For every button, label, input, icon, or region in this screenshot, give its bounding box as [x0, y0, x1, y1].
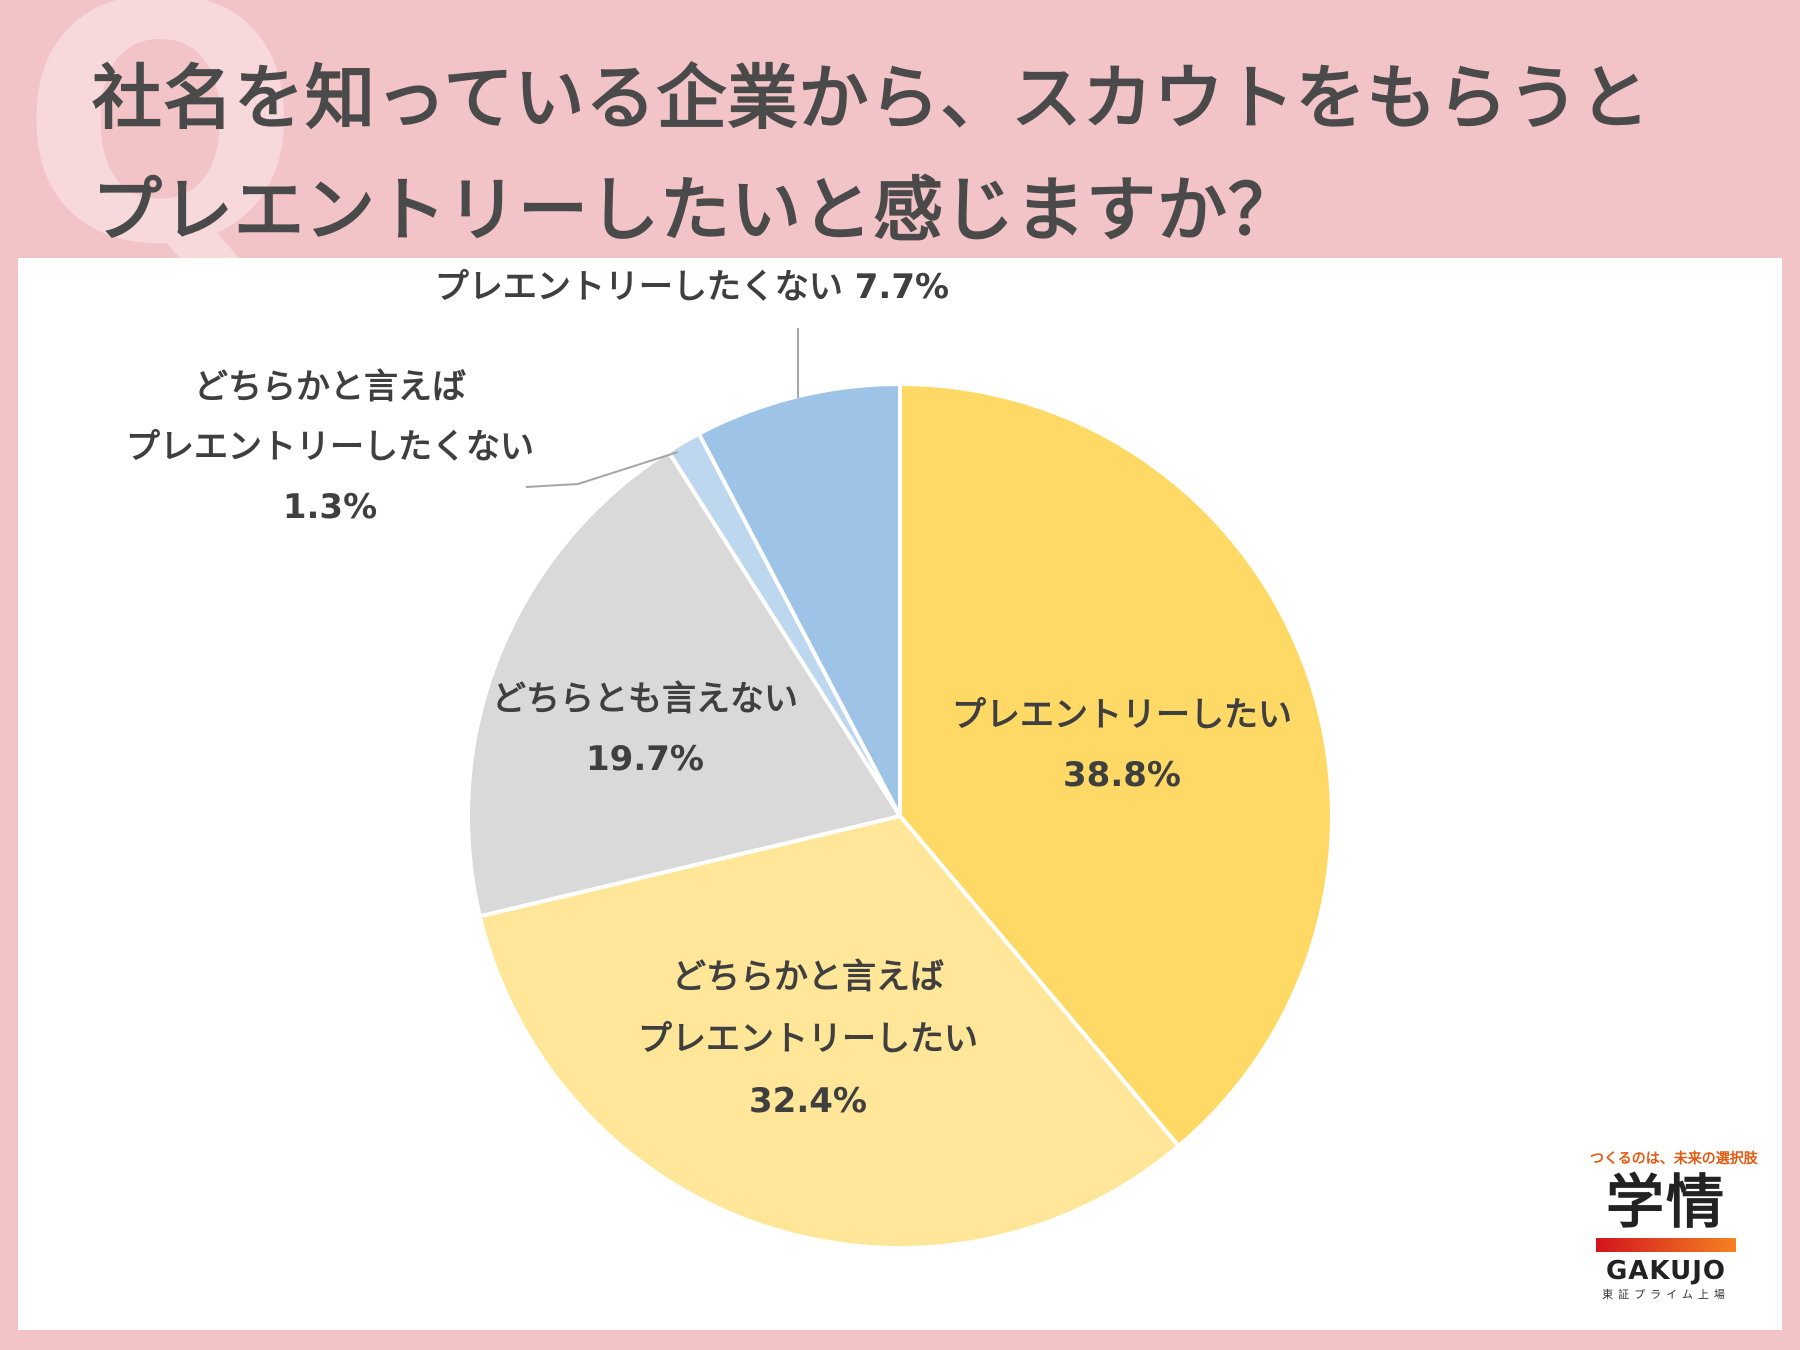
slice-label-2-line-2: プレエントリーしたい — [638, 1019, 978, 1059]
pie-slice-5 — [696, 381, 902, 817]
slice-value-label: 7.7% — [843, 267, 949, 307]
logo-subtitle: 東証プライム上場 — [1602, 1288, 1730, 1301]
leader-line-4 — [525, 451, 679, 488]
logo-bar — [1596, 1238, 1736, 1252]
slice-label-3-line-1: どちらとも言えない — [492, 679, 798, 719]
slice-label-1-line-1: プレエントリーしたい — [952, 695, 1292, 735]
logo-tagline: つくるのは、未来の選択肢 — [1590, 1151, 1758, 1167]
slice-label-2-line-1: どちらかと言えば — [672, 957, 944, 997]
slice-label-5: プレエントリーしたくない 7.7% — [435, 267, 949, 307]
slice-label-4-line-2: プレエントリーしたくない — [126, 427, 534, 467]
pie-slice-1 — [898, 381, 1334, 1149]
slice-value-label-1: 38.8% — [1063, 755, 1181, 795]
slice-value-label-3: 19.7% — [586, 739, 704, 779]
slice-value-label-4: 1.3% — [283, 487, 377, 527]
slice-label-4-line-1: どちらかと言えば — [194, 367, 466, 407]
page-title: 社名を知っている企業から、スカウトをもらうと プレエントリーしたいと感じますか？ — [92, 42, 1772, 266]
title-line-1: 社名を知っている企業から、スカウトをもらうと — [92, 57, 1651, 139]
logo-english: GAKUJO — [1605, 1256, 1727, 1286]
pie-slice-3 — [466, 448, 904, 919]
pie-slice-2 — [477, 813, 1182, 1250]
q-watermark: Q — [20, 0, 301, 317]
gakujo-logo: つくるのは、未来の選択肢 学情 GAKUJO 東証プライム上場 — [1590, 1148, 1758, 1302]
logo-kanji: 学情 — [1605, 1168, 1726, 1236]
title-line-2: プレエントリーしたいと感じますか？ — [92, 169, 1299, 251]
slice-label-text: プレエントリーしたくない — [435, 267, 843, 307]
slice-value-label-2: 32.4% — [749, 1081, 867, 1121]
